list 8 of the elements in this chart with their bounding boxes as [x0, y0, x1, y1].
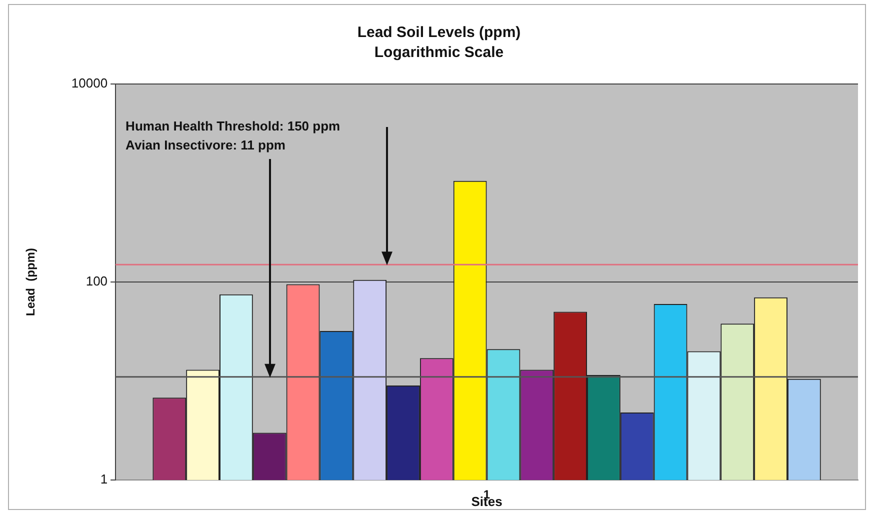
- y-tick-label: 10000: [71, 76, 108, 91]
- chart-title: Lead Soil Levels (ppm): [357, 24, 521, 42]
- y-tick-label: 1: [100, 472, 108, 487]
- y-axis-title: Lead (ppm): [24, 248, 38, 316]
- y-tick-label: 100: [86, 274, 108, 289]
- chart-subtitle: Logarithmic Scale: [374, 44, 504, 62]
- annotation: Avian Insectivore: 11 ppm: [126, 138, 286, 153]
- annotation: Human Health Threshold: 150 ppm: [126, 118, 340, 134]
